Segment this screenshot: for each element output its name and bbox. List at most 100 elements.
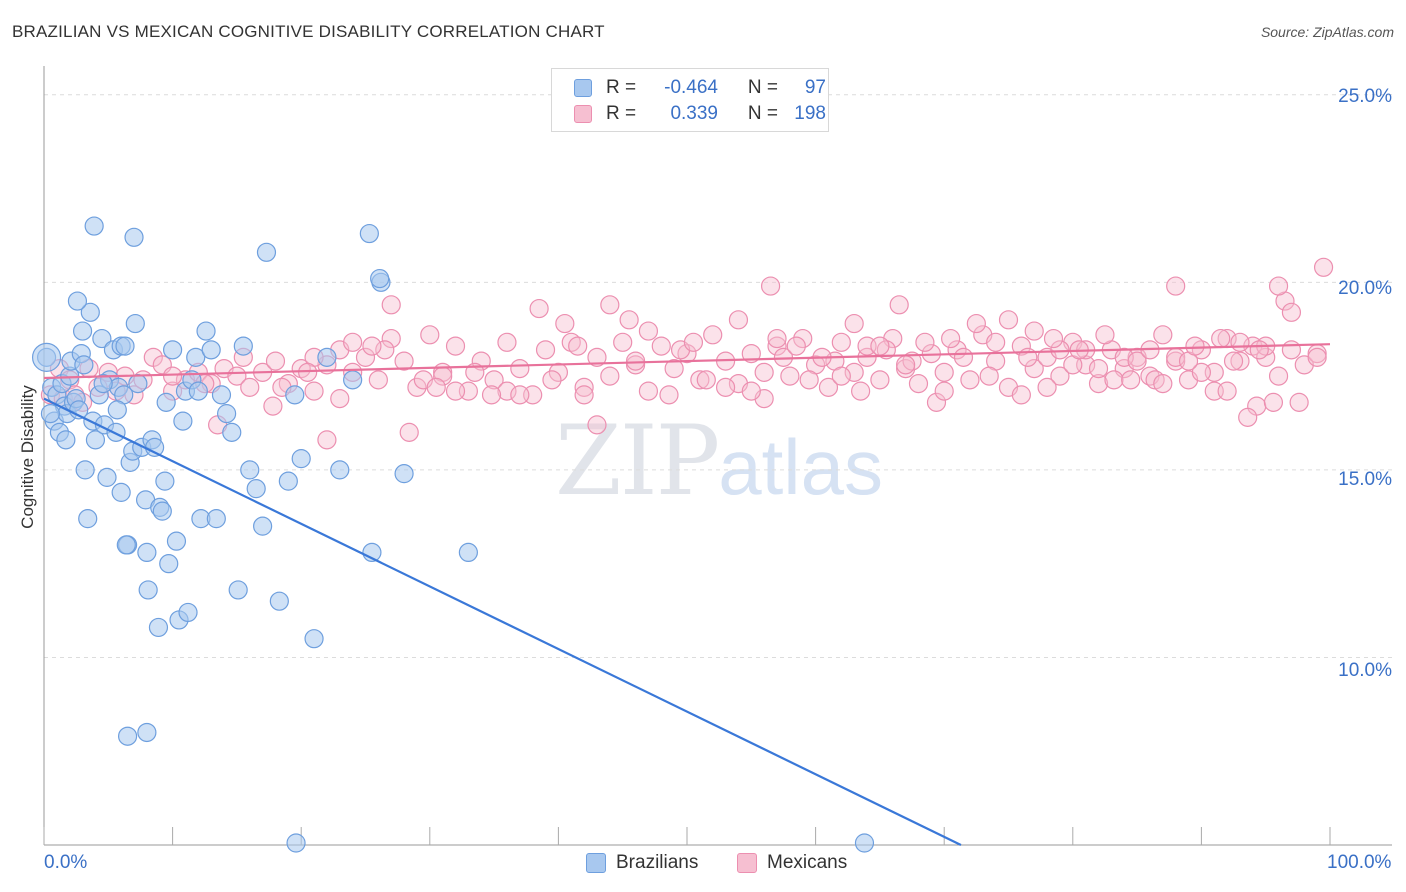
legend-n-value: 97 xyxy=(804,77,826,98)
brazilians-points xyxy=(31,216,875,853)
brazilians-point xyxy=(240,460,260,480)
mexicans-point xyxy=(741,381,761,401)
brazilians-point xyxy=(116,535,136,555)
legend-r-label: R = xyxy=(606,77,637,98)
brazilians-point xyxy=(256,242,277,262)
brazilians-point xyxy=(92,328,112,349)
mexicans-point xyxy=(1230,332,1250,352)
mexicans-point xyxy=(535,340,556,360)
brazilians-point xyxy=(359,223,379,244)
mexicans-point xyxy=(375,340,395,360)
mexicans-point xyxy=(1238,407,1258,427)
brazilians-point xyxy=(138,580,158,600)
brazilians-point xyxy=(56,430,76,450)
brazilians-point xyxy=(201,340,221,360)
bottom-legend-brazilians[interactable]: Brazilians xyxy=(586,852,698,874)
brazilians-point xyxy=(217,404,237,424)
mexicans-point xyxy=(587,415,607,435)
brazilians-point xyxy=(285,385,305,405)
mexicans-point xyxy=(613,332,633,352)
bottom-legend-mexicans[interactable]: Mexicans xyxy=(737,852,847,874)
mexicans-point xyxy=(934,381,954,401)
mexicans-point xyxy=(793,328,813,349)
mexicans-point xyxy=(497,381,517,401)
mexicans-point xyxy=(163,366,183,386)
brazilians-point xyxy=(80,302,100,322)
mexicans-point xyxy=(896,355,916,375)
mexicans-point xyxy=(1114,347,1134,367)
brazilians-point xyxy=(117,726,138,746)
mexicans-point xyxy=(934,362,954,382)
brazilians-point xyxy=(156,392,176,412)
brazilians-point xyxy=(269,591,289,611)
mexicans-point xyxy=(1230,351,1250,371)
mexicans-point xyxy=(1011,385,1031,405)
mexicans-point xyxy=(240,377,260,397)
mexicans-point xyxy=(1191,362,1212,382)
mexicans-point xyxy=(510,385,530,405)
mexicans-point xyxy=(407,377,427,397)
mexicans-point xyxy=(1268,366,1289,386)
brazilians-point xyxy=(40,404,61,424)
mexicans-trend-line xyxy=(43,343,1331,380)
brazilians-point xyxy=(854,833,875,853)
brazilians-point xyxy=(222,422,242,442)
mexicans-point xyxy=(715,377,736,397)
legend-row-mexicans: R = 0.339 N = 198 xyxy=(574,102,826,126)
brazilians-point xyxy=(124,227,144,247)
mexicans-point xyxy=(625,351,646,371)
chart-source: Source: ZipAtlas.com xyxy=(1260,24,1394,40)
brazilians-point xyxy=(84,216,104,236)
mexicans-point xyxy=(659,385,679,405)
brazilians-point xyxy=(128,374,148,394)
mexicans-point xyxy=(1263,392,1284,412)
mexicans-point xyxy=(548,362,569,382)
mexicans-point xyxy=(1211,328,1231,349)
mexicans-point xyxy=(799,370,819,390)
mexicans-point xyxy=(754,362,774,382)
brazilians-point xyxy=(115,336,135,356)
mexicans-point xyxy=(600,295,620,315)
mexicans-point xyxy=(1121,370,1141,390)
brazilians-point xyxy=(106,422,126,442)
mexicans-point xyxy=(889,295,909,315)
mexicans-point xyxy=(979,366,999,386)
brazilians-point xyxy=(97,467,117,487)
brazilians-point xyxy=(155,471,175,491)
mexicans-point xyxy=(574,377,594,397)
mexicans-point xyxy=(497,332,517,352)
bottom-legend-label: Brazilians xyxy=(616,852,699,873)
brazilians-point xyxy=(67,291,88,311)
bottom-legend: Brazilians Mexicans xyxy=(0,852,1406,876)
brazilians-point xyxy=(206,509,226,529)
mexicans-point xyxy=(760,276,781,296)
mexicans-point xyxy=(1289,392,1309,412)
watermark-zip: ZIP xyxy=(555,405,720,517)
mexicans-point xyxy=(818,377,839,397)
mexicans-point xyxy=(574,385,594,405)
legend-n-label: N = xyxy=(747,103,778,124)
mexicans-point xyxy=(851,381,871,401)
mexicans-point xyxy=(445,381,466,401)
mexicans-point xyxy=(998,310,1019,330)
brazilians-point xyxy=(304,629,324,649)
mexicans-point xyxy=(870,336,890,356)
legend-r-value: -0.464 xyxy=(664,77,718,98)
brazilians-point xyxy=(166,531,187,551)
mexicans-point xyxy=(690,370,710,390)
mexicans-point xyxy=(1166,276,1186,296)
brazilians-point xyxy=(196,321,216,341)
brazilians-point xyxy=(107,400,127,420)
mexicans-point xyxy=(542,370,562,390)
y-tick-label: 10.0% xyxy=(1338,660,1392,681)
mexicans-point xyxy=(986,332,1006,352)
y-tick-label: 15.0% xyxy=(1338,469,1392,490)
mexicans-point xyxy=(741,343,761,364)
brazilians-point xyxy=(72,321,93,341)
watermark-atlas: atlas xyxy=(718,423,883,511)
mexicans-point xyxy=(355,347,376,367)
brazilians-trend-line xyxy=(43,397,962,846)
mexicans-point xyxy=(960,370,980,390)
brazilians-point xyxy=(370,268,390,289)
